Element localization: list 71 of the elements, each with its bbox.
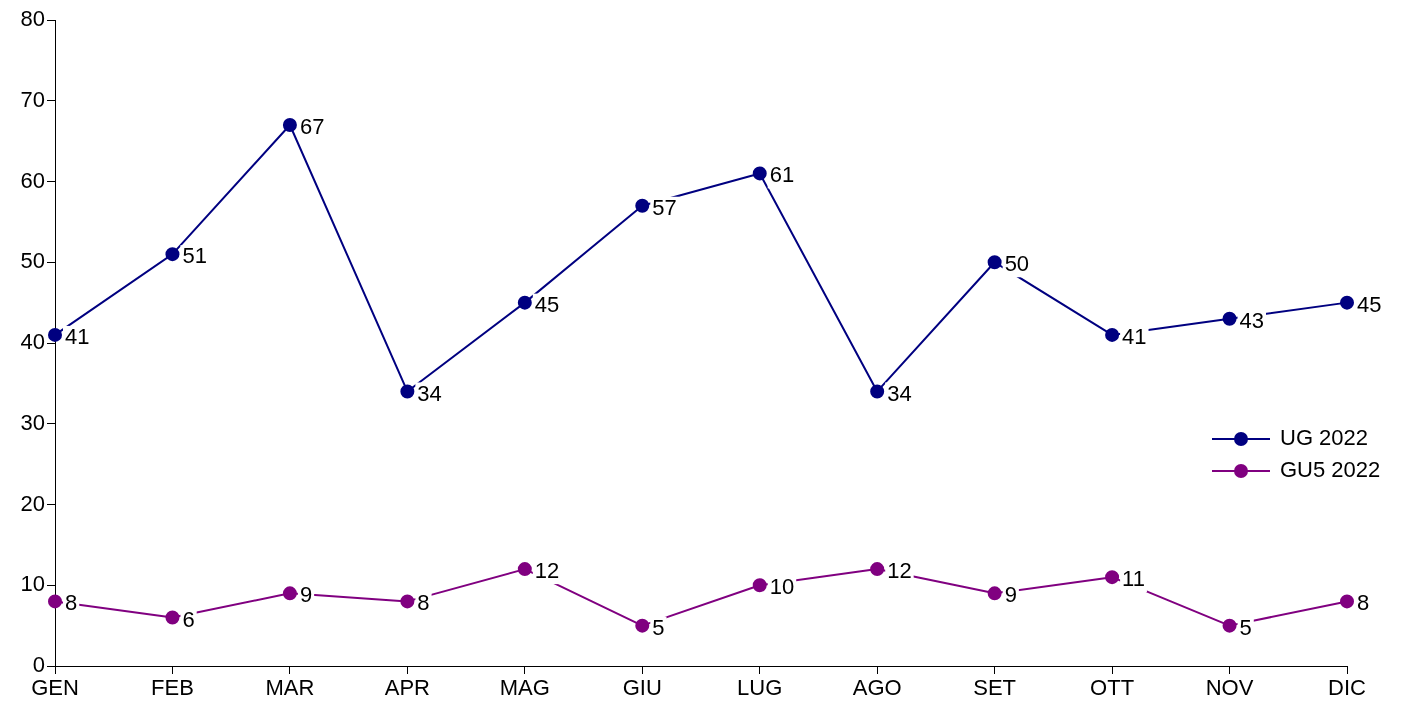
point [282,586,297,601]
x-tick-label: GEN [31,675,79,701]
legend-label: GU5 2022 [1280,457,1381,483]
point [987,586,1002,601]
point [987,255,1002,270]
data-label: 43 [1239,307,1265,333]
point [48,594,62,609]
point [517,562,532,577]
point [870,384,885,399]
y-tick-label: 60 [20,167,45,193]
x-tick-label: GIU [622,675,662,701]
data-label: 67 [299,114,325,140]
data-label: 9 [1004,582,1017,608]
data-label: 8 [65,590,78,616]
data-label: 6 [182,606,195,632]
point [1340,295,1354,310]
point [400,594,415,609]
data-label: 50 [1004,251,1030,277]
x-tick-label: MAR [265,675,315,701]
y-tick-label: 50 [20,248,45,274]
point [752,578,767,593]
point [400,384,415,399]
point [165,247,180,262]
data-label: 41 [1122,323,1147,349]
x-tick-label: APR [384,675,430,701]
data-label: 10 [769,574,795,600]
y-tick-label: 10 [20,571,45,597]
data-label: 11 [1122,566,1145,592]
point [1222,311,1237,326]
point [870,562,885,577]
legend-label: UG 2022 [1280,425,1369,451]
y-tick-label: 40 [20,329,45,355]
data-label: 8 [417,590,430,616]
data-label: 61 [769,162,795,188]
point [282,117,297,132]
x-tick-label: NOV [1205,675,1254,701]
point [165,610,180,625]
data-label: 57 [652,194,677,220]
data-label: 5 [652,614,665,640]
point [48,327,62,342]
point [517,295,532,310]
point [1105,570,1120,585]
point [752,166,767,181]
y-tick-label: 70 [20,86,45,112]
data-label: 5 [1239,614,1252,640]
data-label: 12 [534,558,560,584]
x-tick-label: DIC [1328,675,1367,701]
point [635,198,650,213]
point [1340,594,1354,609]
x-tick-label: FEB [151,675,194,701]
data-label: 9 [299,582,313,608]
x-tick-label: OTT [1090,675,1135,701]
data-label: 41 [65,323,90,349]
y-tick-label: 0 [32,652,45,678]
x-tick-label: SET [973,675,1017,701]
y-tick-label: 80 [20,6,45,32]
data-label: 51 [182,243,207,269]
data-label: 45 [534,291,560,317]
data-label: 34 [887,380,912,406]
point [635,618,650,633]
data-label: 45 [1357,291,1382,317]
point [1105,327,1120,342]
data-label: 8 [1357,590,1370,616]
data-label: 12 [887,558,912,584]
data-label: 34 [417,380,442,406]
x-tick-label: AGO [852,675,902,701]
point [1222,618,1237,633]
y-tick-label: 20 [20,490,45,516]
x-tick-label: LUG [737,675,783,701]
y-tick-label: 30 [20,409,45,435]
x-tick-label: MAG [499,675,550,701]
